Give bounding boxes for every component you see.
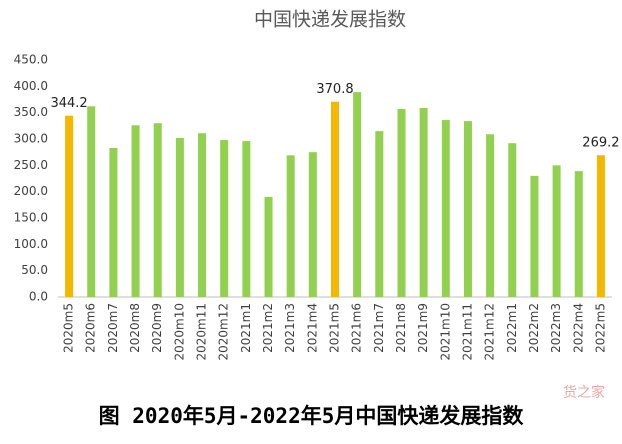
bar [65,115,74,297]
caption: 图 2020年5月-2022年5月中国快递发展指数 [99,404,525,428]
x-tick-label: 2020m7 [106,303,120,353]
x-tick-label: 2021m4 [305,303,319,353]
bar [486,134,495,297]
bar [530,175,539,297]
x-tick-label: 2020m8 [128,303,142,353]
y-tick-label: 0.0 [29,290,48,304]
bar [153,123,162,297]
x-tick-label: 2020m9 [150,303,164,353]
x-tick-label: 2020m12 [217,303,231,361]
bar [574,171,583,297]
x-tick-label: 2021m2 [261,303,275,353]
watermark: 货之家 [563,384,605,401]
bar [596,155,605,297]
y-tick-label: 200.0 [14,184,48,198]
bar [87,106,96,297]
x-tick-label: 2021m5 [328,303,342,353]
bar [131,125,140,297]
bar [175,137,184,297]
data-label: 269.2 [582,136,619,151]
y-tick-label: 50.0 [21,263,48,277]
bar [220,140,229,297]
x-tick-label: 2022m3 [549,303,563,353]
y-tick-label: 300.0 [14,132,48,146]
x-tick-label: 2021m7 [372,303,386,353]
y-tick-label: 150.0 [14,211,48,225]
bar [441,120,450,297]
x-tick-label: 2022m4 [571,303,585,353]
bar [308,152,317,297]
bar [331,101,339,297]
data-label: 370.8 [316,82,353,97]
bar [353,92,362,297]
bar [109,147,118,297]
x-tick-label: 2020m10 [172,303,186,361]
x-tick-label: 2021m9 [416,303,430,353]
x-tick-label: 2022m5 [593,303,607,353]
x-tick-label: 2022m1 [505,303,519,353]
y-tick-label: 450.0 [14,53,48,67]
x-tick-label: 2021m6 [350,303,364,353]
chart-title: 中国快递发展指数 [254,9,406,31]
x-tick-label: 2021m1 [239,303,253,353]
bar [397,108,406,297]
bar [264,196,273,297]
x-tick-label: 2020m6 [84,303,98,353]
y-tick-label: 100.0 [14,237,48,251]
x-tick-label: 2022m2 [527,303,541,353]
y-tick-label: 400.0 [14,79,48,93]
bar [463,121,472,298]
y-tick-label: 250.0 [14,158,48,172]
x-tick-label: 2020m5 [62,303,76,353]
x-tick-label: 2021m11 [460,303,474,361]
bar [242,141,251,297]
data-label: 344.2 [50,96,87,111]
x-tick-label: 2021m3 [283,303,297,353]
x-tick-label: 2021m8 [394,303,408,353]
bar [198,133,207,297]
y-tick-label: 350.0 [14,105,48,119]
bar [375,131,384,297]
bar [286,155,295,297]
x-tick-label: 2021m12 [483,303,497,361]
x-tick-label: 2021m10 [438,303,452,361]
x-tick-label: 2020m11 [195,303,209,361]
bar [552,165,561,297]
bar [419,107,428,297]
bar [508,143,517,297]
